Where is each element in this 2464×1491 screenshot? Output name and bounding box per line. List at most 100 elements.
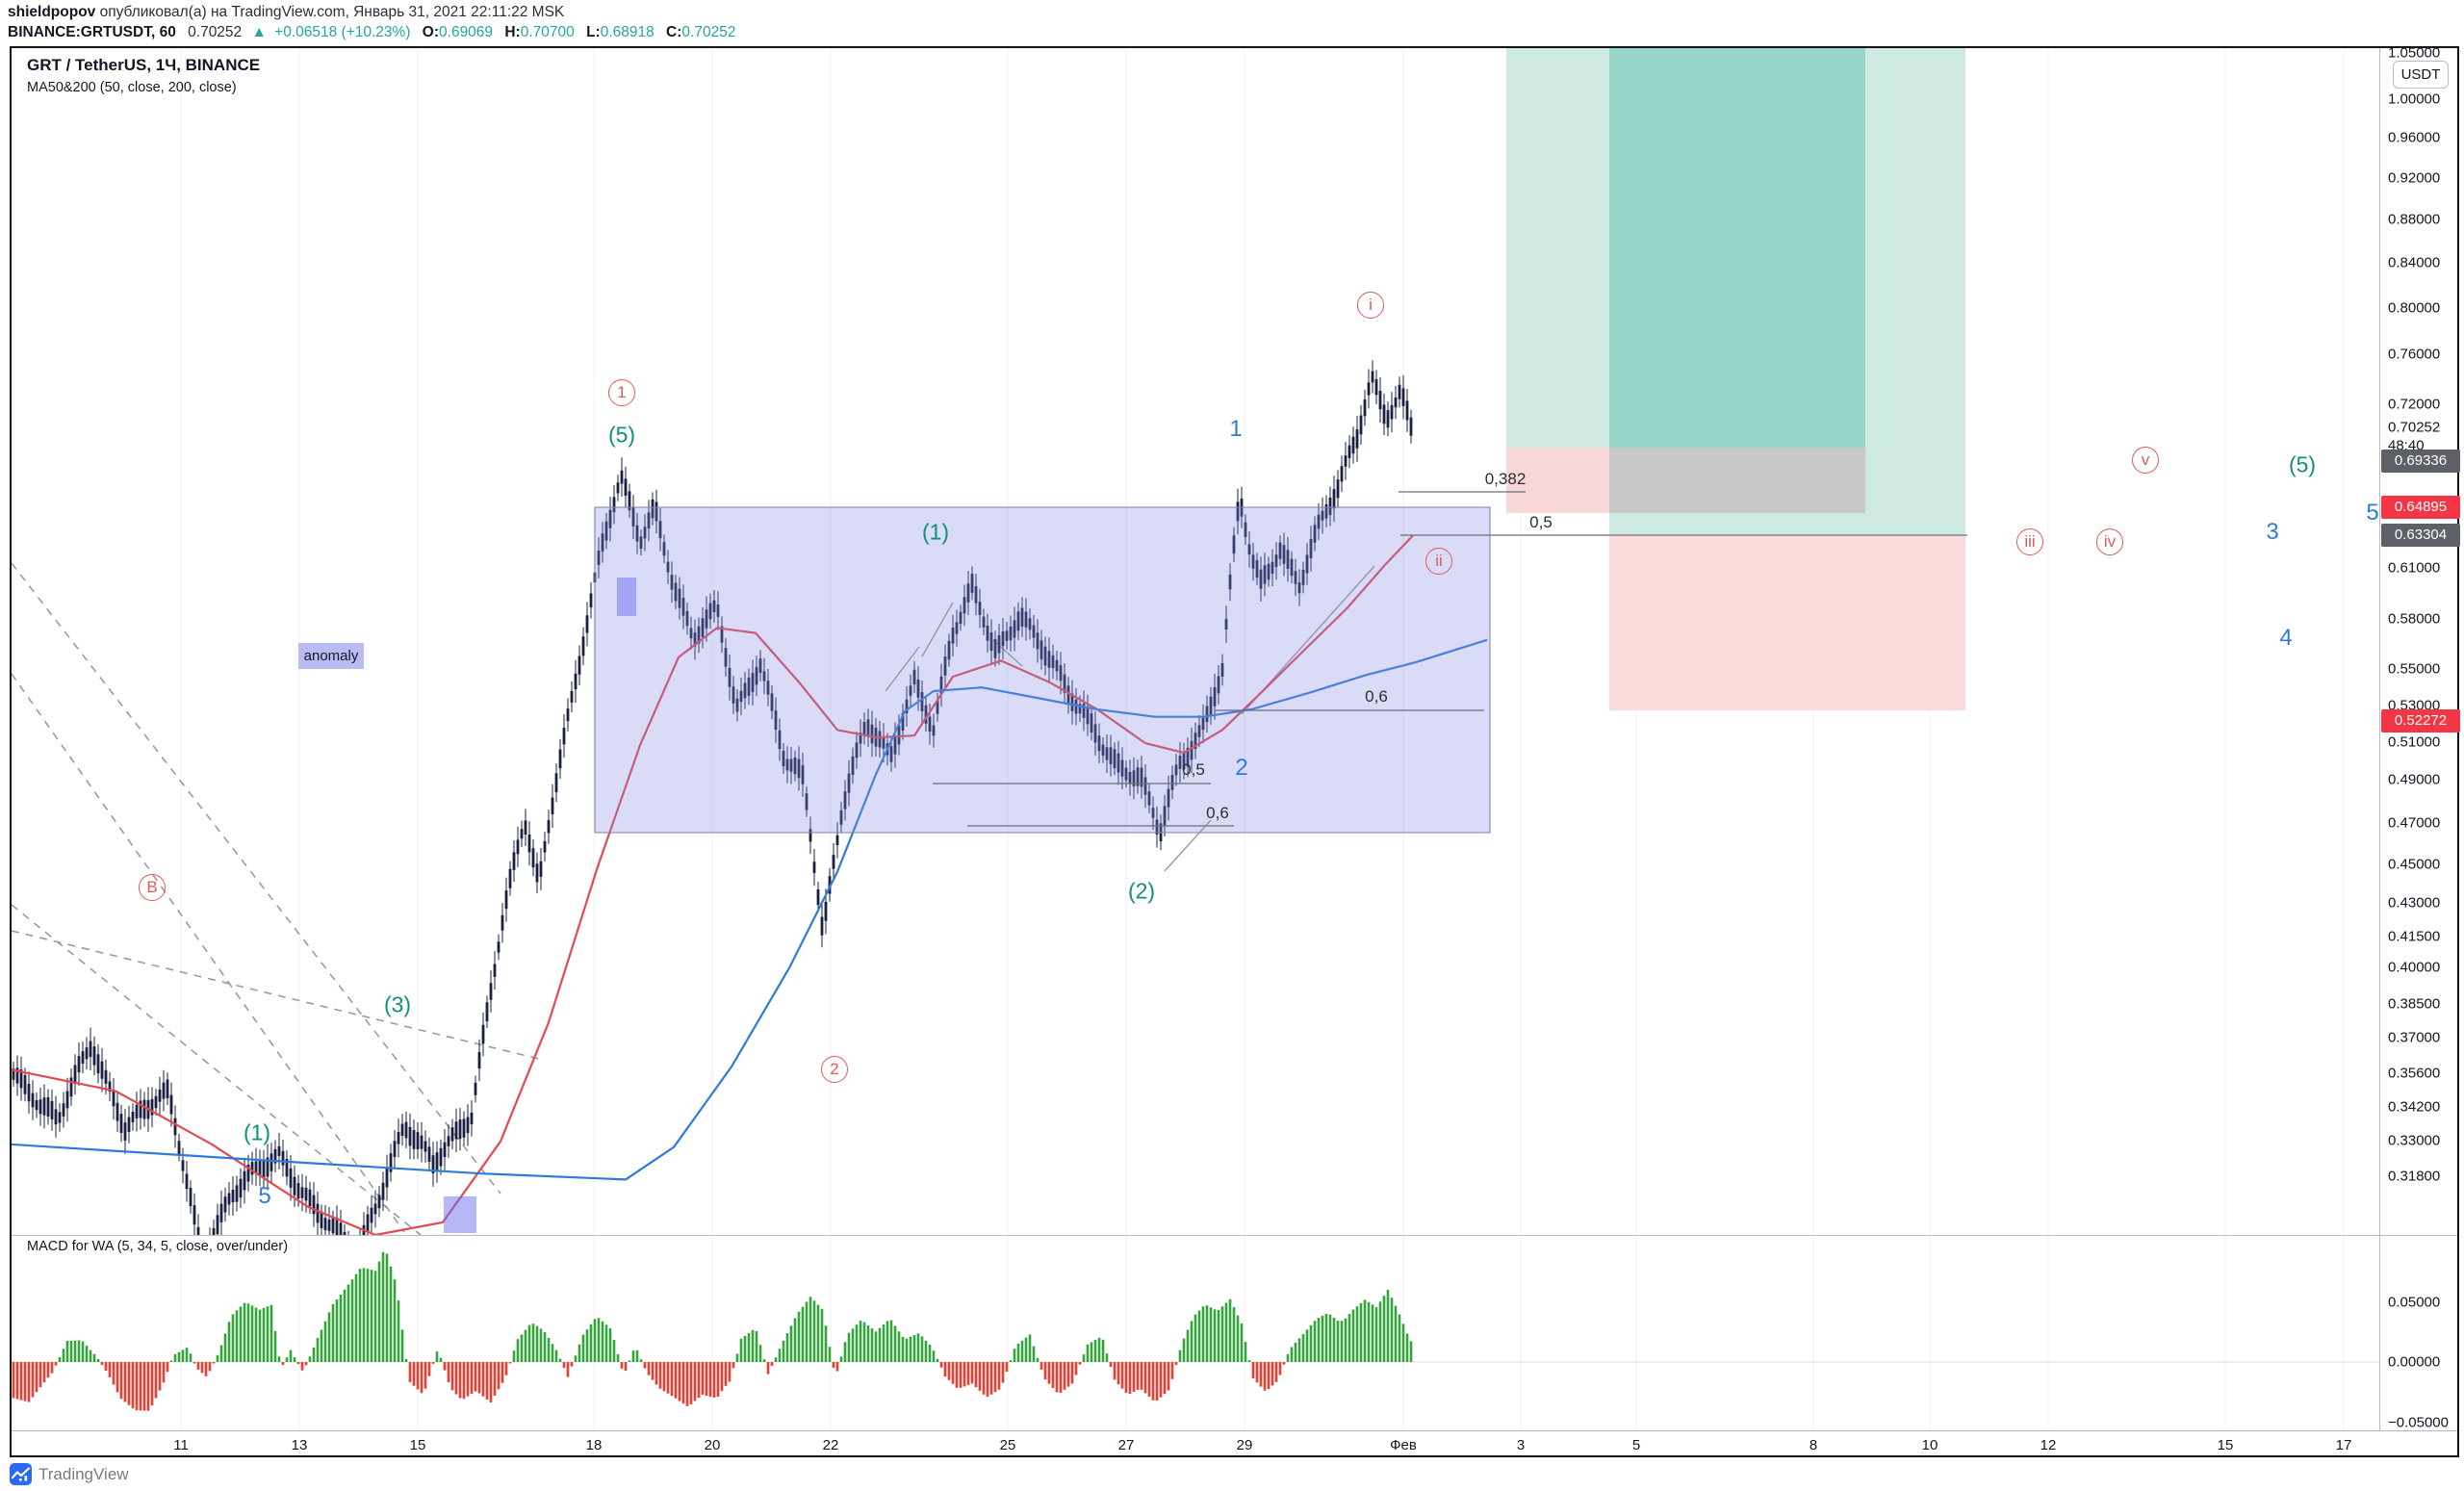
wave-label-circled[interactable]: i [1357,292,1384,319]
wave-label-blue[interactable]: 2 [1235,755,1248,781]
price-tick-label: 0.43000 [2388,894,2441,912]
fib-level-label[interactable]: 0,6 [1206,804,1229,822]
wave-label-circled[interactable]: 2 [821,1056,848,1083]
projection-zone[interactable] [1609,535,1965,710]
price-axis-separator [2379,48,2380,1431]
price-tick-label: 0.58000 [2388,610,2441,628]
wave-label-circled[interactable]: B [139,874,166,901]
price-tick-label: 1.00000 [2388,90,2441,108]
mini-trendline[interactable] [885,646,920,692]
projection-zone[interactable] [1609,48,1865,448]
trend-dashed-line[interactable] [12,904,422,1235]
projection-zone[interactable] [1865,448,1965,535]
wave-label-teal[interactable]: (5) [607,422,636,448]
symbol-line: BINANCE:GRTUSDT, 60 0.70252 ▲ +0.06518 (… [8,22,735,42]
fib-level-label[interactable]: 0,382 [1484,470,1527,488]
price-alert-badge: 0.63304 [2381,524,2460,547]
bar-highlight[interactable] [617,578,636,616]
wave-label-circled[interactable]: v [2132,447,2159,474]
wave-label-blue[interactable]: 3 [2266,519,2279,545]
time-tick-label: 15 [2217,1437,2234,1453]
publish-line: shieldpopov опубликовал(а) на TradingVie… [8,2,735,22]
price-tick-label: 0.41500 [2388,928,2441,945]
time-tick-label: 12 [2040,1437,2057,1453]
wave-label-blue[interactable]: 5 [2366,500,2379,526]
wave-label-circled[interactable]: iv [2096,528,2123,555]
wave-label-circled[interactable]: ii [1425,548,1452,575]
low-value: 0.68918 [600,24,654,40]
trend-dashed-line[interactable] [12,562,501,1195]
time-tick-label: Фев [1390,1437,1417,1453]
time-tick-label: 8 [1809,1437,1818,1453]
trend-dashed-line[interactable] [12,930,540,1060]
pane-separator[interactable] [12,1235,2459,1236]
price-tick-label: 0.61000 [2388,559,2441,577]
macd-canvas[interactable] [12,1235,2379,1430]
price-alert-badge: 0.64895 [2381,496,2460,519]
ma50-line[interactable] [12,534,1414,1235]
price-tick-label: 0.88000 [2388,211,2441,228]
up-arrow-icon: ▲ [251,24,267,40]
time-tick-label: 13 [291,1437,308,1453]
wave1-2-range-box[interactable] [594,506,1491,834]
tradingview-attribution[interactable]: TradingView [10,1463,129,1485]
low-label: L: [586,24,601,40]
bar-highlight[interactable] [444,1196,476,1233]
open-value: 0.69069 [439,24,494,40]
wave-label-teal[interactable]: (5) [2288,451,2317,477]
price-change: +0.06518 (+10.23%) [274,24,411,40]
projection-zone[interactable] [1609,513,1865,535]
ma200-line[interactable] [12,638,1488,1181]
tradingview-logo-icon[interactable] [10,1463,32,1485]
high-value: 0.70700 [520,24,575,40]
trend-dashed-line[interactable] [12,673,405,1233]
mini-trendline[interactable] [1164,819,1212,872]
price-tick-label: 0.96000 [2388,129,2441,146]
close-value: 0.70252 [681,24,736,40]
price-tick-label: −0.05000 [2388,1414,2449,1431]
fib-level-label[interactable]: 0,6 [1365,687,1388,706]
time-tick-label: 10 [1921,1437,1938,1453]
chart-legend: GRT / TetherUS, 1Ч, BINANCE MA50&200 (50… [27,56,260,95]
wave-label-teal[interactable]: (1) [921,519,950,545]
time-tick-label: 29 [1236,1437,1253,1453]
macd-indicator-label: MACD for WA (5, 34, 5, close, over/under… [27,1239,289,1254]
fib-level-label[interactable]: 0,5 [1529,513,1553,531]
price-tick-label: 0.37000 [2388,1029,2441,1046]
time-tick-label: 25 [999,1437,1016,1453]
mini-trendline[interactable] [921,602,954,657]
time-tick-label: 11 [173,1437,189,1453]
time-tick-label: 18 [585,1437,603,1453]
wave-label-blue[interactable]: 5 [258,1183,271,1209]
projection-zone[interactable] [1609,448,1865,513]
price-tick-label: 0.45000 [2388,856,2441,873]
macd-histogram [12,1251,1413,1411]
tradingview-brand-name[interactable]: TradingView [38,1464,129,1483]
publish-info: опубликовал(а) на TradingView.com, Январ… [95,4,565,20]
currency-toggle-badge[interactable]: USDT [2393,61,2449,89]
price-tick-label: 0.76000 [2388,346,2441,363]
projection-zone[interactable] [1506,448,1609,513]
ma-indicator-label: MA50&200 (50, close, 200, close) [27,80,237,95]
wave-label-circled[interactable]: iii [2016,528,2043,555]
wave-label-blue[interactable]: 1 [1229,416,1243,442]
close-label: C: [666,24,682,40]
author-name: shieldpopov [8,4,96,20]
price-tick-label: 0.40000 [2388,959,2441,976]
price-tick-label: 0.51000 [2388,733,2441,751]
fib-level-label[interactable]: 0,5 [1182,760,1205,779]
price-tick-label: 0.80000 [2388,299,2441,317]
price-tick-label: 0.35600 [2388,1065,2441,1082]
price-tick-label: 0.47000 [2388,814,2441,832]
price-tick-label: 0.33000 [2388,1132,2441,1149]
wave-label-teal[interactable]: (3) [383,991,412,1017]
wave-label-blue[interactable]: 4 [2279,625,2293,651]
price-chart-canvas[interactable] [12,48,2379,1235]
wave-label-circled[interactable]: 1 [608,379,635,406]
time-tick-label: 22 [822,1437,839,1453]
wave-label-teal[interactable]: (2) [1127,878,1156,904]
anomaly-note[interactable]: anomaly [298,643,364,669]
wave-label-teal[interactable]: (1) [243,1119,271,1145]
share-header: shieldpopov опубликовал(а) на TradingVie… [8,2,735,42]
